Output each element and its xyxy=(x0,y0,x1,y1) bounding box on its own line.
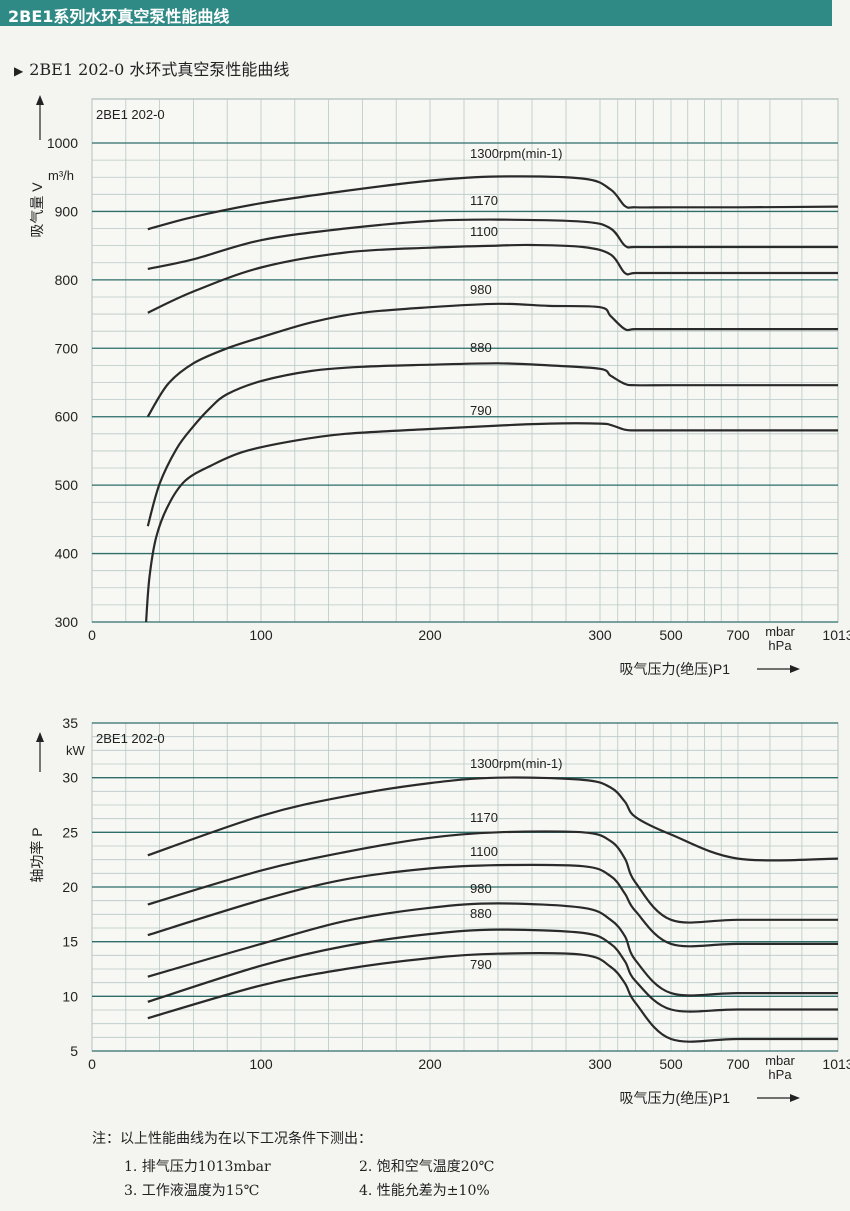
x-tick-label: 200 xyxy=(418,1056,442,1072)
series-label: 790 xyxy=(470,957,492,972)
y-tick-label: 300 xyxy=(55,614,79,630)
y-tick-label: 400 xyxy=(55,546,79,562)
y-tick-label: 600 xyxy=(55,409,79,425)
x-tick-label: 0 xyxy=(88,1056,96,1072)
y-axis-label: 轴功率 P xyxy=(29,827,45,882)
note-item-2: 2. 饱和空气温度20℃ xyxy=(359,1159,495,1175)
x-tick-label: 1013 xyxy=(822,627,850,643)
x-axis-arrowhead-icon xyxy=(790,665,800,673)
y-axis-arrowhead-icon xyxy=(36,732,44,742)
y-tick-label: 700 xyxy=(55,340,79,356)
series-label: 1100 xyxy=(470,224,498,239)
y-tick-label: 35 xyxy=(62,715,78,731)
x-axis-arrowhead-icon xyxy=(790,1094,800,1102)
section-title-text: 2BE1 202-0 水环式真空泵性能曲线 xyxy=(29,60,290,79)
panel-label: 2BE1 202-0 xyxy=(96,107,165,122)
series-line-5 xyxy=(145,422,838,623)
x-tick-label: 1013 xyxy=(822,1056,850,1072)
series-label: 790 xyxy=(470,403,492,418)
series-line-1 xyxy=(147,830,838,924)
x-tick-label: 700 xyxy=(726,627,750,643)
y-tick-label: 25 xyxy=(62,824,78,840)
series-label: 1300rpm(min-1) xyxy=(470,756,562,771)
y-axis-arrowhead-icon xyxy=(36,95,44,105)
y-axis-label: 吸气量 V xyxy=(29,182,45,238)
series-label: 880 xyxy=(470,906,492,921)
x-axis-label: 吸气压力(绝压)P1 xyxy=(620,661,731,677)
y-tick-label: 1000 xyxy=(47,135,78,151)
y-tick-label: 20 xyxy=(62,879,78,895)
series-line-4 xyxy=(147,928,838,1013)
x-unit-mbar: mbar xyxy=(765,1053,795,1068)
y-unit-label: kW xyxy=(66,743,86,758)
series-line-5 xyxy=(147,952,838,1043)
x-tick-label: 0 xyxy=(88,627,96,643)
y-tick-label: 10 xyxy=(62,988,78,1004)
series-line-0 xyxy=(147,776,839,862)
section-title: ▶ 2BE1 202-0 水环式真空泵性能曲线 xyxy=(14,56,289,80)
series-line-3 xyxy=(147,902,838,997)
y-tick-label: 30 xyxy=(62,770,78,786)
x-tick-label: 200 xyxy=(418,627,442,643)
x-tick-label: 100 xyxy=(249,627,273,643)
y-tick-label: 900 xyxy=(55,203,79,219)
banner-title: 2BE1系列水环真空泵性能曲线 xyxy=(8,7,230,26)
x-tick-label: 700 xyxy=(726,1056,750,1072)
y-unit-label: m³/h xyxy=(48,168,74,183)
series-label: 1170 xyxy=(470,193,498,208)
series-line-3 xyxy=(146,302,838,418)
x-axis-label: 吸气压力(绝压)P1 xyxy=(620,1090,731,1106)
panel-label: 2BE1 202-0 xyxy=(96,731,165,746)
plot-area-0 xyxy=(91,98,839,623)
series-label: 1300rpm(min-1) xyxy=(470,146,562,161)
note-item-4: 4. 性能允差为±10% xyxy=(359,1183,490,1199)
x-tick-label: 100 xyxy=(249,1056,273,1072)
series-label: 880 xyxy=(470,340,492,355)
x-unit-hpa: hPa xyxy=(768,1067,792,1082)
x-tick-label: 500 xyxy=(659,627,683,643)
series-label: 980 xyxy=(470,282,492,297)
x-unit-hpa: hPa xyxy=(768,638,792,653)
x-tick-label: 300 xyxy=(588,627,612,643)
note-item-1: 1. 排气压力1013mbar xyxy=(124,1159,271,1175)
series-line-2 xyxy=(147,243,838,314)
series-label: 1100 xyxy=(470,844,498,859)
y-tick-label: 5 xyxy=(70,1043,78,1059)
series-label: 1170 xyxy=(470,810,498,825)
note-item-3: 3. 工作液温度为15℃ xyxy=(124,1183,260,1199)
title-banner: 2BE1系列水环真空泵性能曲线 xyxy=(0,0,832,26)
y-tick-label: 800 xyxy=(55,272,79,288)
x-tick-label: 300 xyxy=(588,1056,612,1072)
series-line-1 xyxy=(147,218,838,270)
x-unit-mbar: mbar xyxy=(765,624,795,639)
series-line-2 xyxy=(147,863,838,948)
triangle-bullet-icon: ▶ xyxy=(14,64,24,78)
y-tick-label: 500 xyxy=(55,477,79,493)
series-label: 980 xyxy=(470,881,492,896)
series-line-4 xyxy=(146,362,838,527)
x-tick-label: 500 xyxy=(659,1056,683,1072)
series-line-0 xyxy=(147,175,839,231)
notes-heading: 注：以上性能曲线为在以下工况条件下测出： xyxy=(92,1131,372,1147)
y-tick-label: 15 xyxy=(62,934,78,950)
